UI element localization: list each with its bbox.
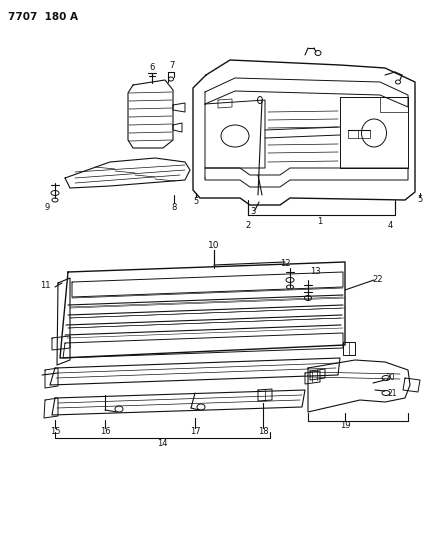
Text: 8: 8 <box>171 203 177 212</box>
Text: 15: 15 <box>50 427 60 437</box>
Text: 18: 18 <box>258 427 268 437</box>
Text: 16: 16 <box>100 427 110 437</box>
Text: 21: 21 <box>387 389 397 398</box>
Text: 1: 1 <box>318 216 323 225</box>
Text: 5: 5 <box>417 196 422 205</box>
Text: 19: 19 <box>340 421 350 430</box>
Text: 11: 11 <box>40 280 50 289</box>
Text: 20: 20 <box>385 374 395 383</box>
Text: 10: 10 <box>208 240 220 249</box>
Text: 9: 9 <box>45 204 50 213</box>
Text: 12: 12 <box>280 260 290 269</box>
Text: 7: 7 <box>169 61 175 70</box>
Text: 14: 14 <box>157 440 167 448</box>
Text: 5: 5 <box>193 198 199 206</box>
Text: 7707  180 A: 7707 180 A <box>8 12 78 22</box>
Text: 3: 3 <box>250 207 256 216</box>
Text: 17: 17 <box>190 427 200 437</box>
Text: 2: 2 <box>245 222 251 230</box>
Text: 6: 6 <box>149 63 155 72</box>
Text: 4: 4 <box>387 222 392 230</box>
Text: 13: 13 <box>310 268 320 277</box>
Text: 22: 22 <box>373 276 383 285</box>
